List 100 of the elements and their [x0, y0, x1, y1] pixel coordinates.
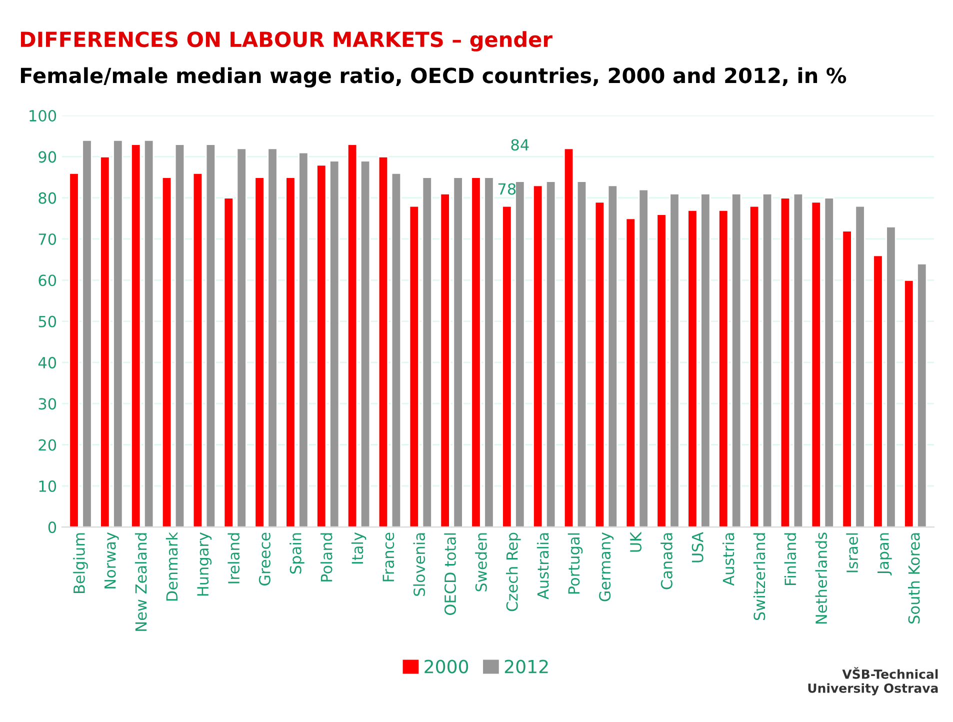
bar — [130, 144, 142, 528]
x-tick-label: Australia — [536, 533, 549, 600]
x-tick-label: Austria — [722, 533, 734, 586]
x-tick-label: Spain — [290, 533, 304, 574]
bar — [390, 172, 402, 528]
x-tick-label: Hungary — [197, 532, 212, 596]
bar — [285, 176, 296, 528]
bar — [452, 176, 464, 528]
bar — [872, 254, 884, 528]
bar — [267, 148, 278, 528]
bar — [144, 140, 154, 528]
x-tick-label: Norway — [104, 532, 119, 588]
bar — [656, 214, 667, 528]
x-tick-label: Japan — [878, 533, 892, 576]
bar — [780, 197, 791, 528]
legend-label: 2000 — [424, 660, 468, 674]
bar — [810, 201, 822, 528]
bar — [422, 176, 432, 528]
bar — [638, 188, 649, 528]
x-tick-label: Netherlands — [815, 532, 828, 624]
x-tick-label: South Korea — [908, 533, 920, 624]
bar — [792, 193, 804, 528]
x-tick-label: Denmark — [166, 532, 178, 601]
bar — [576, 180, 588, 528]
bar — [346, 144, 358, 528]
x-tick-label: OECD total — [444, 533, 456, 615]
x-tick-label: Czech Rep — [506, 532, 521, 612]
x-tick-label: Italy — [351, 532, 366, 564]
bar — [100, 156, 110, 528]
bar — [298, 152, 309, 528]
text: VŠB-Technical University Ostrava — [808, 667, 938, 696]
bar — [378, 156, 389, 528]
bar — [470, 176, 482, 528]
x-tick-label: Canada — [660, 533, 672, 590]
y-tick-label: 10 — [39, 480, 56, 492]
bar — [112, 140, 124, 528]
bar — [545, 180, 556, 528]
chart-subtitle: Female/male median wage ratio, OECD countries, 2000 and 2012, in % — [20, 67, 846, 88]
y-tick-label: 0 — [48, 522, 56, 534]
bar — [669, 193, 680, 528]
bar — [254, 176, 265, 528]
bar — [700, 193, 711, 528]
bar — [408, 205, 420, 528]
x-tick-label: Portugal — [568, 533, 583, 594]
bar — [748, 205, 760, 528]
bar — [842, 230, 852, 528]
bar — [502, 205, 512, 528]
bar — [440, 193, 450, 528]
x-tick-label: Switzerland — [753, 533, 766, 620]
bar — [360, 160, 371, 528]
x-tick-label: Greece — [258, 532, 270, 586]
data-label: 78 — [498, 183, 516, 195]
bar — [484, 176, 494, 528]
bar — [854, 205, 866, 528]
bar — [329, 160, 340, 528]
y-tick-label: 20 — [38, 439, 56, 451]
bar — [824, 197, 834, 528]
x-tick-label: France — [382, 532, 394, 582]
x-tick-label: Slovenia — [413, 533, 426, 596]
bar — [174, 144, 186, 528]
x-tick-label: USA — [692, 532, 704, 562]
x-tick-label: Sweden — [475, 533, 487, 592]
y-tick-label: 100 — [30, 110, 56, 122]
bar — [316, 164, 327, 528]
y-tick-label: 30 — [38, 398, 56, 410]
bar — [161, 176, 172, 528]
bar — [68, 172, 80, 528]
bar — [762, 193, 773, 528]
bar — [594, 201, 606, 528]
chart-title: DIFFERENCES ON LABOUR MARKETS – gender — [20, 31, 552, 52]
y-tick-label: 60 — [38, 274, 56, 286]
bar — [916, 262, 928, 528]
x-tick-label: New Zealand — [134, 533, 147, 631]
bar — [236, 148, 247, 528]
x-tick-label: Ireland — [228, 533, 240, 584]
legend-label: 2012 — [504, 660, 548, 674]
x-tick-label: Israel — [846, 533, 858, 572]
bar — [625, 218, 636, 528]
x-tick-label: Germany — [599, 532, 614, 602]
bar — [514, 180, 526, 528]
bar — [607, 184, 618, 528]
bar — [563, 148, 574, 528]
y-tick-label: 70 — [38, 233, 56, 246]
bar — [205, 144, 216, 528]
bar — [718, 209, 729, 528]
y-tick-label: 50 — [38, 316, 56, 328]
bar — [532, 184, 544, 528]
y-tick-label: 90 — [38, 151, 56, 163]
y-tick-label: 80 — [38, 192, 56, 204]
bar — [731, 193, 742, 528]
bar — [687, 209, 698, 528]
bar — [192, 172, 204, 528]
bar — [886, 226, 896, 528]
bar — [223, 197, 234, 528]
x-tick-label: Finland — [784, 533, 796, 586]
x-tick-label: Belgium — [73, 533, 88, 594]
x-tick-label: UK — [630, 532, 642, 552]
x-tick-label: Poland — [320, 533, 332, 582]
bar — [82, 140, 92, 528]
bar — [904, 279, 914, 528]
